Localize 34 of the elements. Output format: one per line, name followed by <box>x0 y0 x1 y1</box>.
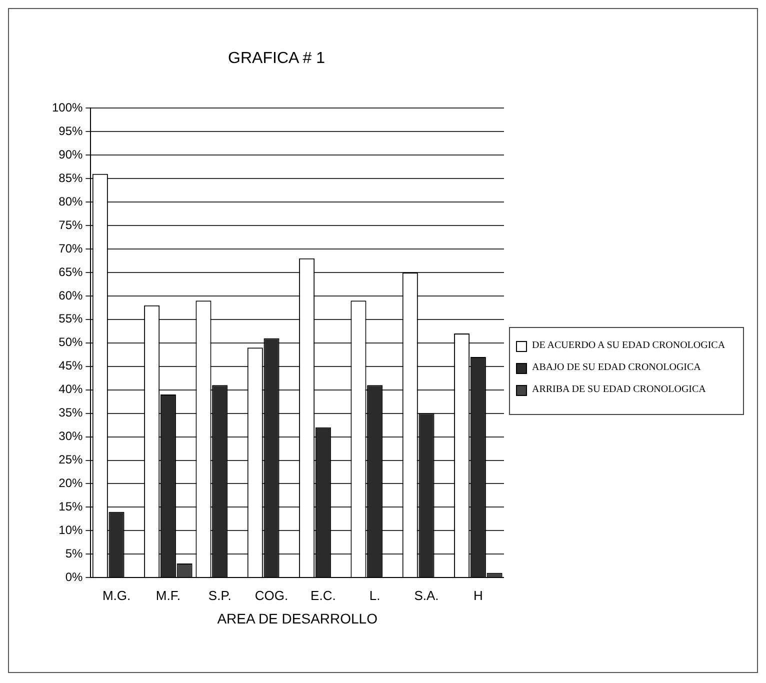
y-tick-label: 55% <box>58 312 84 326</box>
y-tick-label: 65% <box>58 264 84 279</box>
y-tick-label: 90% <box>58 147 84 162</box>
y-tick-label: 95% <box>58 124 84 138</box>
legend-label: ARRIBA DE SU EDAD CRONOLOGICA <box>532 384 706 395</box>
x-tick-label: M.G. <box>102 588 131 603</box>
x-tick-label: E.C. <box>310 588 336 603</box>
y-tick-label: 60% <box>58 288 84 302</box>
y-tick-label: 15% <box>58 500 84 514</box>
y-tick-label: 50% <box>58 335 84 350</box>
y-tick-label: 25% <box>58 452 84 467</box>
text: DE ACUERDO A SU EDAD CRONOLOGICA <box>532 340 726 351</box>
y-tick-label: 75% <box>58 218 84 232</box>
y-tick-label: 45% <box>58 358 84 373</box>
x-axis-title: AREA DE DESARROLLO <box>217 610 378 626</box>
legend-label: ABAJO DE SU EDAD CRONOLOGICA <box>532 362 701 373</box>
y-tick-label: 85% <box>58 170 84 185</box>
y-tick-label: 5% <box>65 546 84 560</box>
x-tick-label: S.P. <box>208 588 232 603</box>
y-tick-label: 10% <box>58 522 84 537</box>
y-tick-label: 70% <box>58 241 84 256</box>
y-tick-label: 0% <box>65 570 84 584</box>
y-tick-label: 30% <box>58 429 84 444</box>
y-tick-label: 80% <box>58 194 84 208</box>
y-tick-label: 100% <box>52 100 84 115</box>
y-tick-label: 40% <box>58 382 84 396</box>
x-tick-label: S.A. <box>414 588 439 603</box>
x-tick-label: M.F. <box>156 588 180 603</box>
x-tick-label: H <box>473 588 483 603</box>
y-tick-label: 35% <box>58 406 84 420</box>
chart-title: GRAFICA # 1 <box>228 50 326 68</box>
x-tick-label: COG. <box>254 588 288 603</box>
x-tick-label: L. <box>369 588 380 603</box>
y-tick-label: 20% <box>58 476 84 490</box>
